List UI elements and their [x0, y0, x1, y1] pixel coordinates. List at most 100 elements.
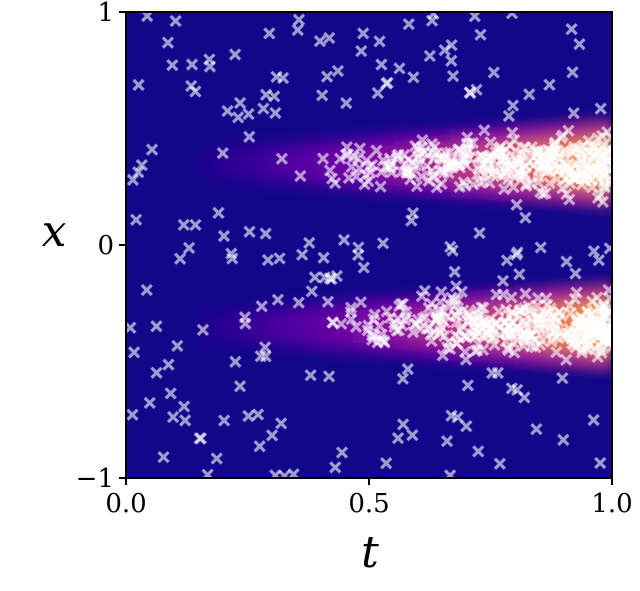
- heat-cell: [255, 150, 265, 177]
- scatter-point: [558, 144, 572, 157]
- scatter-point: [368, 308, 381, 321]
- scatter-point: [321, 295, 335, 308]
- scatter-point: [313, 35, 327, 48]
- scatter-point: [295, 248, 309, 261]
- scatter-point: [182, 241, 196, 255]
- scatter-point: [212, 206, 225, 219]
- scatter-point: [308, 271, 321, 284]
- scatter-point: [458, 345, 472, 358]
- scatter-point: [443, 469, 457, 478]
- scatter-point: [531, 145, 545, 158]
- scatter-point: [406, 428, 419, 442]
- scatter-point: [216, 146, 229, 160]
- scatter-point: [375, 328, 388, 341]
- heat-cell: [215, 314, 225, 339]
- heat-cell: [271, 149, 281, 178]
- heat-cell: [231, 151, 241, 176]
- heat-cell: [336, 147, 346, 180]
- scatter-point: [173, 252, 187, 265]
- scatter-point: [423, 49, 436, 63]
- scatter-point: [419, 310, 432, 324]
- scatter-point: [543, 316, 556, 330]
- scatter-point: [487, 66, 500, 79]
- scatter-point: [545, 335, 558, 348]
- scatter-point: [502, 109, 516, 123]
- scatter-point: [490, 150, 503, 163]
- scatter-point: [217, 229, 231, 243]
- heat-cell: [296, 311, 306, 342]
- scatter-point: [217, 414, 231, 427]
- scatter-point: [292, 296, 305, 309]
- x-tick-label: 0.0: [105, 489, 146, 519]
- scatter-point: [431, 311, 444, 324]
- scatter-point: [320, 70, 334, 83]
- scatter-point: [469, 344, 482, 358]
- scatter-point: [541, 143, 554, 156]
- scatter-point: [334, 152, 347, 165]
- scatter-point: [341, 148, 355, 161]
- heat-cell: [207, 152, 217, 175]
- scatter-point: [594, 456, 607, 470]
- scatter-point: [294, 169, 307, 183]
- scatter-point: [335, 446, 349, 459]
- scatter-point: [505, 291, 518, 304]
- scatter-point: [557, 433, 570, 447]
- y-tick-label: 0: [97, 231, 114, 261]
- scatter-point: [493, 457, 507, 470]
- scatter-point: [566, 66, 579, 79]
- scatter-point: [242, 409, 255, 423]
- scatter-point: [560, 159, 573, 172]
- scatter-point: [383, 152, 397, 165]
- scatter-point: [229, 355, 242, 368]
- scatter-point: [166, 410, 180, 424]
- scatter-point: [316, 152, 330, 165]
- scatter-point: [443, 342, 457, 356]
- scatter-point: [259, 88, 273, 101]
- scatter-point: [604, 178, 612, 191]
- scatter-point: [145, 143, 159, 156]
- scatter-point: [143, 396, 156, 409]
- scatter-point: [425, 334, 438, 348]
- scatter-point: [352, 241, 365, 254]
- scatter-point: [193, 432, 206, 445]
- scatter-point: [522, 299, 535, 313]
- scatter-point: [556, 372, 569, 385]
- scatter-point: [519, 179, 533, 193]
- scatter-point: [385, 166, 398, 179]
- scatter-point: [243, 225, 256, 238]
- scatter-point: [406, 326, 420, 339]
- scatter-point: [357, 261, 370, 274]
- scatter-point: [261, 253, 275, 267]
- scatter-point: [565, 22, 578, 36]
- scatter-point: [292, 13, 306, 26]
- scatter-point: [126, 173, 140, 186]
- heat-cell: [215, 151, 225, 176]
- heat-cell: [263, 313, 273, 341]
- scatter-point: [529, 341, 542, 354]
- scatter-point: [528, 145, 542, 158]
- scatter-point: [445, 54, 458, 67]
- scatter-point: [558, 147, 571, 160]
- scatter-point: [576, 153, 590, 166]
- scatter-point: [435, 285, 448, 299]
- scatter-point: [276, 71, 290, 85]
- scatter-point: [505, 12, 519, 20]
- scatter-point: [265, 429, 279, 442]
- scatter-point: [396, 418, 410, 431]
- scatter-point: [337, 233, 351, 247]
- scatter-point: [519, 211, 532, 224]
- scatter-point: [556, 129, 569, 142]
- scatter-point: [573, 37, 586, 51]
- scatter-point: [499, 303, 513, 316]
- scatter-point: [511, 321, 524, 335]
- scatter-point: [500, 254, 514, 267]
- scatter-point: [427, 171, 440, 184]
- heat-cell: [401, 307, 411, 346]
- scatter-point: [413, 157, 426, 170]
- scatter-point: [502, 343, 515, 357]
- scatter-point: [177, 400, 191, 413]
- heat-cell: [279, 312, 289, 341]
- heat-cell: [344, 309, 354, 344]
- scatter-point: [582, 134, 595, 148]
- axis-ticks: 0.0 0.5 1.0 −1 0 1: [76, 0, 633, 519]
